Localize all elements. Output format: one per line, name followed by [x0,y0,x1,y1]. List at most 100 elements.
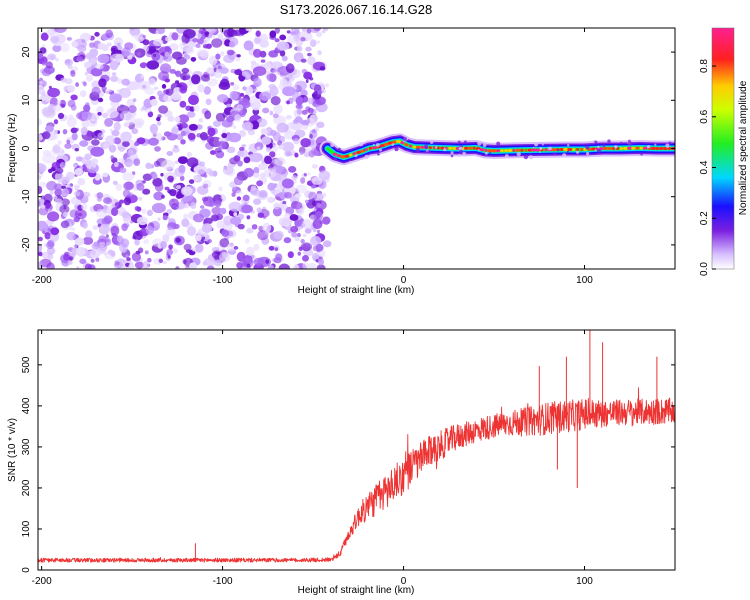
noise-blob [145,225,154,235]
signal-peak [627,146,632,150]
spectrogram-x-label: Height of straight line (km) [298,285,415,296]
noise-blob [96,192,104,199]
noise-blob [304,199,309,204]
noise-blob [275,71,281,76]
noise-blob [38,163,47,173]
noise-blob [307,97,314,105]
noise-blob [160,240,167,249]
noise-blob [290,121,302,131]
noise-blob [300,124,308,130]
noise-blob [136,137,146,145]
noise-blob [302,254,309,262]
noise-blob [147,257,152,263]
noise-blob [134,239,140,246]
noise-blob [126,257,131,261]
noise-blob [208,170,214,177]
signal-peak [479,148,485,152]
noise-blob [177,156,188,165]
noise-blob [105,239,110,243]
noise-blob [110,155,114,160]
colorbar-tick-label: 0.2 [699,211,710,225]
noise-blob [106,107,119,119]
noise-blob [208,55,218,66]
noise-blob [127,55,133,60]
noise-blob [231,192,236,198]
noise-blob [42,108,56,119]
noise-blob [71,132,78,141]
noise-blob [64,59,71,64]
noise-blob [153,38,164,47]
noise-blob [156,121,162,126]
signal-peak [655,147,660,150]
x-tick-label: 0 [401,576,407,587]
noise-blob [311,176,323,185]
signal-speckle [359,142,364,147]
noise-blob [201,196,209,202]
signal-speckle [576,150,580,154]
noise-blob [256,207,262,214]
noise-blob [42,153,56,164]
noise-blob [291,232,298,238]
noise-blob [305,79,309,83]
noise-blob [316,264,326,269]
noise-blob [309,39,317,47]
signal-speckle [594,140,598,144]
noise-blob [178,114,190,124]
noise-blob [218,186,223,192]
snr-x-ticks: -200 -100 0 100 [32,330,593,587]
noise-blob [136,206,142,212]
noise-blob [63,254,71,261]
signal-speckle [349,160,352,164]
noise-blob [309,114,318,124]
noise-blob [304,73,311,79]
signal-speckle [457,140,461,144]
noise-blob [85,159,97,170]
noise-blob [295,56,301,63]
noise-blob [60,77,67,83]
noise-blob [242,86,247,91]
noise-blob [286,30,291,34]
noise-blob [264,61,272,69]
noise-blob [168,244,173,250]
noise-blob [228,201,242,212]
noise-blob [204,33,209,38]
x-tick-label: 0 [401,275,407,286]
noise-blob [214,200,222,208]
y-tick-label: 10 [21,94,32,106]
noise-blob [54,198,63,205]
noise-blob [230,82,235,86]
noise-blob [273,104,283,115]
noise-blob [69,256,74,261]
noise-blob [82,236,94,245]
noise-blob [167,226,172,231]
noise-blob [270,96,281,106]
noise-blob [308,191,317,201]
noise-blob [278,263,290,269]
signal-peak [623,146,628,150]
signal-speckle [620,141,623,144]
signal-speckle [654,143,657,146]
noise-blob [61,259,70,267]
noise-blob [160,63,172,74]
noise-blob [115,53,125,62]
noise-blob [294,152,299,158]
noise-blob [128,105,137,114]
noise-blob [178,164,186,174]
signal-speckle [477,149,480,151]
noise-blob [148,46,157,54]
noise-blob [211,38,223,48]
noise-blob [146,209,153,217]
signal-peak [650,146,656,150]
signal-peak [404,143,409,147]
noise-blob [168,198,179,208]
signal-speckle [594,149,597,152]
noise-blob [317,229,320,234]
noise-blob [97,97,104,103]
noise-blob [282,86,296,97]
noise-blob [294,80,307,91]
noise-blob [153,53,157,58]
noise-blob [142,173,153,181]
noise-blob [40,204,46,209]
noise-blob [118,158,125,163]
noise-blob [90,146,105,157]
